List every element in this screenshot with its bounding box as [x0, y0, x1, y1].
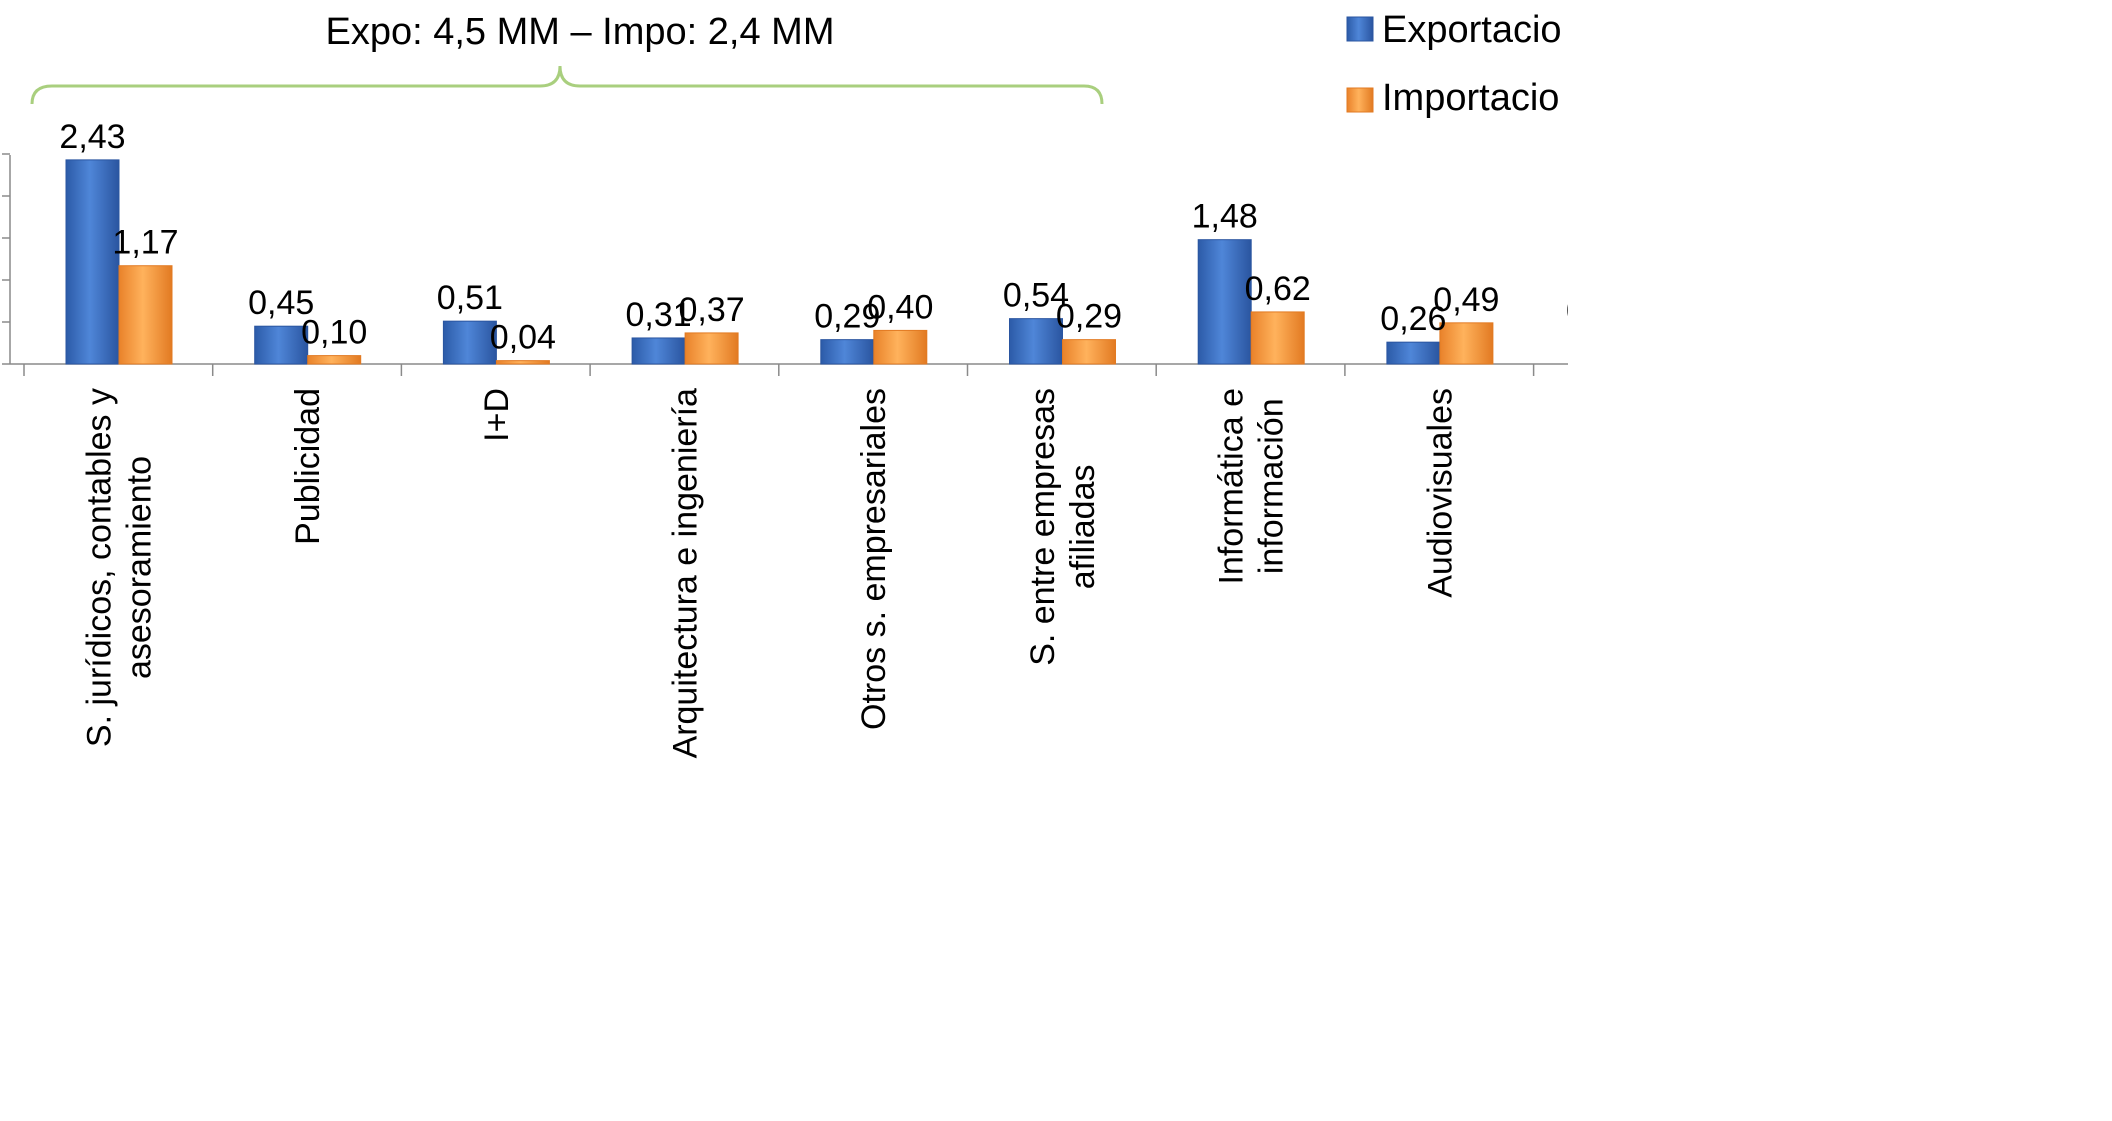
- category-label-1: Publicidad: [289, 388, 327, 545]
- bar-importacio-6: [1250, 311, 1305, 365]
- data-label-exportacio-7: 0,26: [1380, 300, 1446, 338]
- data-label-importacio-6: 0,62: [1245, 270, 1311, 308]
- category-label-0: S. jurídicos, contables yasesoramiento: [80, 388, 158, 747]
- bar-chart: Expo: 4,5 MM – Impo: 2,4 MM 2,43 1,17 0,45…: [2, 9, 1568, 759]
- data-label-importacio-3: 0,37: [679, 291, 745, 329]
- bar-importacio-2: [495, 360, 550, 365]
- axis: [2, 153, 1568, 376]
- category-labels: S. jurídicos, contables yasesoramiento Pu…: [80, 388, 1459, 759]
- category-label-5: S. entre empresasafiliadas: [1024, 388, 1102, 666]
- data-label-importacio-7: 0,49: [1433, 281, 1499, 319]
- category-label-3: Arquitectura e ingeniería: [666, 388, 704, 759]
- legend-label-importacio: Importacio: [1382, 77, 1559, 119]
- category-label-2: I+D: [478, 388, 516, 442]
- legend: Exportacio Importacio: [1346, 9, 1562, 119]
- data-label-exportacio-0: 2,43: [59, 118, 125, 156]
- data-label-exportacio-1: 0,45: [248, 284, 314, 322]
- bar-importacio-1: [307, 355, 362, 365]
- data-label-exportacio-6: 1,48: [1192, 198, 1258, 236]
- data-label-importacio-0: 1,17: [112, 224, 178, 262]
- bar-exportacio-6: [1197, 239, 1252, 365]
- bar-exportacio-3: [631, 337, 686, 365]
- bar-exportacio-5: [1009, 318, 1063, 365]
- bar-exportacio-2: [442, 320, 497, 365]
- data-labels: 2,431,170,450,100,510,040,310,37 0,290,40…: [59, 118, 1499, 357]
- data-label-importacio-2: 0,04: [490, 319, 556, 357]
- legend-label-exportacio: Exportacio: [1382, 9, 1562, 51]
- data-label-exportacio-2: 0,51: [437, 279, 503, 317]
- extra-label: 0: [1566, 292, 1568, 330]
- data-label-importacio-5: 0,29: [1056, 298, 1122, 336]
- bar-importacio-3: [684, 332, 739, 365]
- data-label-importacio-4: 0,40: [867, 288, 933, 326]
- chart-subtitle: Expo: 4,5 MM – Impo: 2,4 MM: [326, 11, 835, 53]
- legend-swatch-importacio: [1346, 87, 1374, 113]
- data-label-importacio-1: 0,10: [301, 314, 367, 352]
- bar-exportacio-1: [254, 325, 309, 365]
- bar-importacio-7: [1439, 322, 1494, 365]
- data-label-exportacio-3: 0,31: [626, 296, 692, 334]
- bar-importacio-4: [873, 329, 928, 365]
- data-label-exportacio-5: 0,54: [1003, 277, 1069, 315]
- legend-swatch-exportacio: [1346, 16, 1374, 42]
- category-label-7: Audiovisuales: [1421, 388, 1459, 598]
- bracket: [30, 65, 1104, 105]
- bars: [65, 159, 1494, 365]
- category-label-4: Otros s. empresariales: [855, 388, 893, 730]
- bar-importacio-5: [1062, 339, 1116, 365]
- bar-importacio-0: [118, 265, 173, 365]
- bar-exportacio-0: [65, 159, 120, 365]
- bar-exportacio-4: [820, 339, 875, 365]
- data-label-exportacio-4: 0,29: [814, 298, 880, 336]
- bar-exportacio-7: [1386, 341, 1441, 365]
- category-label-6: Informática einformación: [1213, 388, 1291, 585]
